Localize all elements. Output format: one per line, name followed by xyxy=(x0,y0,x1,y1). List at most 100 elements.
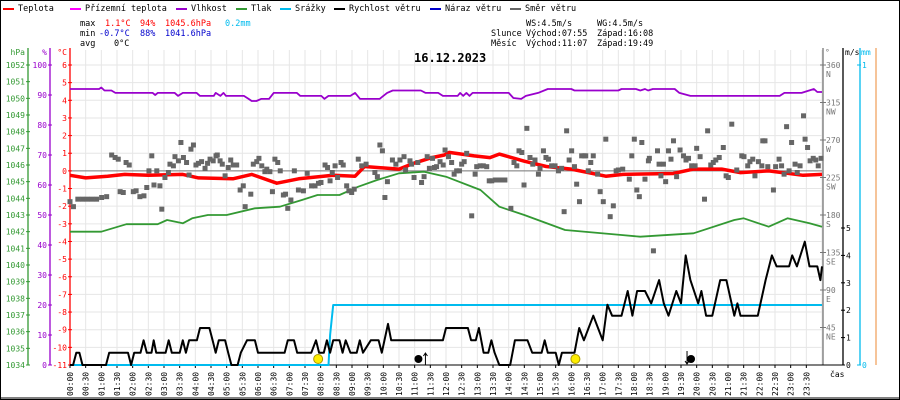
wind-direction-point xyxy=(626,176,632,182)
wind-direction-point xyxy=(248,191,254,197)
wind-direction-point xyxy=(325,165,331,170)
pressure-tick-label: 1049 xyxy=(6,111,25,120)
direction-tick-label: 90 xyxy=(826,286,836,295)
moonrise-time: Východ:11:07 xyxy=(526,39,588,49)
stats-min-temp: -0.7°C xyxy=(99,29,130,39)
wind-direction-point xyxy=(159,206,165,212)
legend-swatch xyxy=(236,8,247,10)
wind-direction-point xyxy=(384,179,390,185)
direction-compass-label: N xyxy=(826,70,831,79)
wind-direction-point xyxy=(210,158,216,164)
x-tick-label: 01:30 xyxy=(113,372,122,396)
wind-direction-point xyxy=(674,174,680,180)
wind-direction-point xyxy=(250,161,256,167)
wind-direction-point xyxy=(188,146,194,152)
direction-tick-label: 225 xyxy=(826,174,841,183)
wind-direction-point xyxy=(340,162,346,168)
series-line-pressure xyxy=(70,170,823,238)
stats-max-label: max xyxy=(80,19,96,29)
stats-min-label: min xyxy=(80,29,96,39)
wind-direction-point xyxy=(180,155,186,160)
wind-direction-point xyxy=(725,175,731,180)
wind-direction-point xyxy=(655,148,660,154)
wind-direction-point xyxy=(484,164,490,170)
x-tick-label: 03:30 xyxy=(176,372,185,396)
moonrise-moon-icon xyxy=(414,355,423,363)
wind-direction-point xyxy=(660,161,666,167)
pressure-tick-label: 1042 xyxy=(6,228,25,237)
moonset-arrow-icon xyxy=(684,351,690,365)
wind-direction-point xyxy=(426,165,432,171)
wind-direction-point xyxy=(184,160,190,165)
wind-direction-point xyxy=(588,160,594,165)
direction-tick-label: 180 xyxy=(826,211,841,220)
wind-direction-point xyxy=(89,196,95,202)
wind-direction-point xyxy=(275,160,281,165)
wind-direction-point xyxy=(495,177,501,183)
wind-direction-point xyxy=(472,171,478,177)
legend-item-vlhkost: Vlhkost xyxy=(176,4,227,14)
wind-direction-point xyxy=(424,154,430,160)
wind-direction-point xyxy=(508,205,514,211)
wind-direction-point xyxy=(566,157,572,163)
wind-direction-point xyxy=(716,155,722,160)
pressure-tick-label: 1044 xyxy=(6,194,25,203)
legend-swatch xyxy=(280,8,291,10)
x-tick-label: 07:30 xyxy=(301,372,310,396)
wind-direction-point xyxy=(149,153,155,159)
wind-direction-point xyxy=(636,194,642,200)
wind-direction-point xyxy=(569,148,575,154)
legend-item-srazky: Srážky xyxy=(280,4,326,14)
wind-direction-point xyxy=(178,140,184,145)
wind-direction-point xyxy=(403,167,409,173)
temperature-tick-label: -3 xyxy=(57,220,67,229)
wind-direction-point xyxy=(456,168,462,174)
wind-direction-point xyxy=(540,148,546,154)
x-tick-label: 10:30 xyxy=(395,372,404,396)
pressure-tick-label: 1039 xyxy=(6,278,25,287)
moonrise-arrow-icon xyxy=(423,352,428,365)
wind-direction-point xyxy=(461,159,467,165)
wind-tick-label: 1 xyxy=(846,334,851,343)
wind-direction-point xyxy=(697,154,703,160)
wind-direction-point xyxy=(530,161,536,167)
wind-direction-point xyxy=(230,162,236,168)
x-tick-label: 13:30 xyxy=(489,372,498,396)
wind-direction-point xyxy=(564,128,570,134)
legend-label: Srážky xyxy=(295,4,326,14)
humidity-tick-label: 30 xyxy=(37,271,47,280)
wind-direction-point xyxy=(393,161,399,167)
wind-direction-point xyxy=(84,196,90,202)
wind-direction-point xyxy=(784,124,790,130)
wind-direction-point xyxy=(237,187,243,193)
wind-direction-point xyxy=(747,159,753,165)
x-tick-label: 14:00 xyxy=(505,372,514,396)
temperature-tick-label: -9 xyxy=(57,326,67,335)
wind-direction-point xyxy=(379,148,385,154)
wind-direction-point xyxy=(80,196,86,202)
x-tick-label: 19:30 xyxy=(677,372,686,396)
wind-direction-point xyxy=(469,213,475,219)
wind-direction-point xyxy=(555,168,561,174)
wind-direction-point xyxy=(668,156,674,162)
wind-direction-point xyxy=(516,148,522,154)
temperature-tick-label: -2 xyxy=(57,202,67,211)
humidity-tick-label: 80 xyxy=(37,121,47,130)
temperature-tick-label: 3 xyxy=(62,114,67,123)
x-tick-label: 18:00 xyxy=(630,372,639,396)
wind-direction-point xyxy=(67,199,73,205)
wind-direction-point xyxy=(595,171,601,177)
wind-direction-point xyxy=(355,156,361,162)
wind-direction-point xyxy=(499,177,505,183)
temperature-tick-label: -6 xyxy=(57,273,67,282)
wind-direction-point xyxy=(117,189,123,195)
wind-direction-point xyxy=(705,128,711,134)
wind-direction-point xyxy=(807,158,813,164)
humidity-tick-label: 20 xyxy=(37,301,47,310)
wind-direction-point xyxy=(642,176,648,182)
x-tick-label: 21:00 xyxy=(724,372,733,396)
wind-direction-point xyxy=(710,160,716,165)
wind-direction-point xyxy=(146,168,152,174)
x-tick-label: 20:00 xyxy=(693,372,702,396)
wind-direction-point xyxy=(397,157,403,163)
